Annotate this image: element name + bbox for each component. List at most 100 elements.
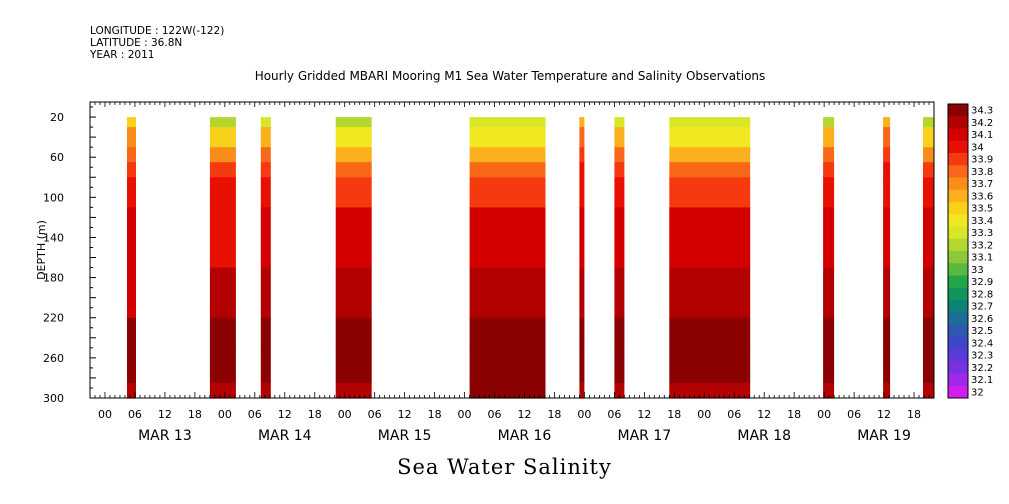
colorbar-label: 33.8 [971, 167, 993, 178]
colorbar-label: 32.2 [971, 363, 993, 374]
colorbar: 34.334.234.13433.933.833.733.633.533.433… [947, 103, 993, 399]
colorbar-swatch [948, 300, 968, 313]
y-tick-label: 60 [50, 151, 64, 164]
plot-axes-layer: 20 60 100 140 180 220 260 300 DEPTH (m) 00 06 12 18 0… [35, 101, 935, 444]
colorbar-swatch [948, 238, 968, 252]
colorbar-label: 32.9 [971, 277, 993, 288]
salinity-cell [669, 127, 751, 148]
salinity-cell [883, 147, 891, 163]
colorbar-label: 32.3 [971, 351, 993, 362]
salinity-cell [883, 127, 891, 148]
salinity-cell [127, 127, 136, 148]
salinity-cell [823, 207, 835, 269]
salinity-cell [335, 147, 372, 163]
salinity-cell [260, 317, 271, 349]
salinity-cell [335, 317, 372, 349]
x-tick-label: 06 [248, 408, 262, 421]
salinity-cell [127, 207, 136, 269]
salinity-cell [883, 317, 891, 349]
salinity-cell [335, 267, 372, 319]
colorbar-label: 33.5 [971, 204, 993, 215]
colorbar-swatch [948, 177, 968, 191]
salinity-cell [614, 162, 625, 178]
salinity-cell [923, 207, 934, 269]
salinity-cell [669, 207, 751, 269]
salinity-cell [614, 127, 625, 148]
y-tick-label: 300 [43, 392, 64, 405]
salinity-cell [469, 207, 546, 269]
x-tick-label: 06 [607, 408, 621, 421]
colorbar-label: 34.2 [971, 118, 993, 129]
colorbar-swatch [948, 128, 968, 142]
variable-title: Sea Water Salinity [397, 455, 612, 479]
salinity-cell [209, 382, 236, 399]
x-tick-label: 18 [787, 408, 801, 421]
salinity-cell [823, 162, 835, 178]
salinity-cell [614, 207, 625, 269]
salinity-cell [669, 147, 751, 163]
salinity-cell [669, 382, 751, 399]
salinity-cell [614, 177, 625, 208]
x-day-label: MAR 16 [498, 428, 552, 444]
y-tick-label: 220 [43, 312, 64, 325]
y-tick-label: 20 [50, 111, 64, 124]
x-tick-label: 18 [428, 408, 442, 421]
salinity-cell [335, 177, 372, 208]
colorbar-swatch [948, 373, 968, 387]
data-segment [335, 117, 372, 399]
salinity-cell [579, 317, 585, 349]
salinity-cell [127, 382, 136, 399]
x-day-label: MAR 17 [618, 428, 672, 444]
salinity-cell [883, 207, 891, 269]
x-day-label: MAR 14 [258, 428, 312, 444]
y-tick-label: 260 [43, 352, 64, 365]
salinity-cell [260, 177, 271, 208]
salinity-cell [883, 117, 891, 128]
salinity-cell [579, 162, 585, 178]
x-tick-label: 12 [517, 408, 531, 421]
salinity-cell [883, 177, 891, 208]
salinity-cell [614, 382, 625, 399]
colorbar-label: 32.6 [971, 314, 993, 325]
salinity-cell [579, 147, 585, 163]
salinity-cell [883, 347, 891, 384]
x-tick-label: 18 [547, 408, 561, 421]
salinity-cell [209, 147, 236, 163]
salinity-cell [209, 127, 236, 148]
salinity-cell [127, 147, 136, 163]
colorbar-label: 32.1 [971, 375, 993, 386]
x-tick-label: 12 [278, 408, 292, 421]
salinity-cell [260, 162, 271, 178]
x-day-label: MAR 13 [138, 428, 192, 444]
colorbar-swatch [948, 202, 968, 215]
data-segment [883, 117, 891, 399]
salinity-cell [669, 317, 751, 349]
colorbar-swatch [948, 226, 968, 240]
colorbar-swatch [948, 349, 968, 362]
colorbar-frame [947, 103, 969, 399]
data-segment [127, 117, 136, 399]
longitude-label: LONGITUDE : 122W(-122) [90, 25, 225, 37]
x-tick-label: 00 [98, 408, 112, 421]
colorbar-label: 33.2 [971, 240, 993, 251]
salinity-cell [579, 117, 585, 128]
plot-data-layer [127, 117, 934, 399]
salinity-cell [614, 147, 625, 163]
salinity-cell [923, 147, 934, 163]
salinity-cell [335, 127, 372, 148]
salinity-cell [209, 347, 236, 384]
colorbar-swatch [948, 287, 968, 301]
data-segment [669, 117, 751, 399]
salinity-cell [669, 267, 751, 319]
salinity-cell [209, 317, 236, 349]
salinity-cell [823, 177, 835, 208]
colorbar-swatch [948, 385, 968, 399]
colorbar-label: 32.5 [971, 326, 993, 337]
colorbar-label: 34.3 [971, 106, 993, 117]
salinity-cell [469, 117, 546, 128]
salinity-cell [923, 127, 934, 148]
y-tick-label: 180 [43, 272, 64, 285]
salinity-cell [923, 177, 934, 208]
colorbar-swatch [948, 263, 968, 276]
x-tick-label: 18 [308, 408, 322, 421]
